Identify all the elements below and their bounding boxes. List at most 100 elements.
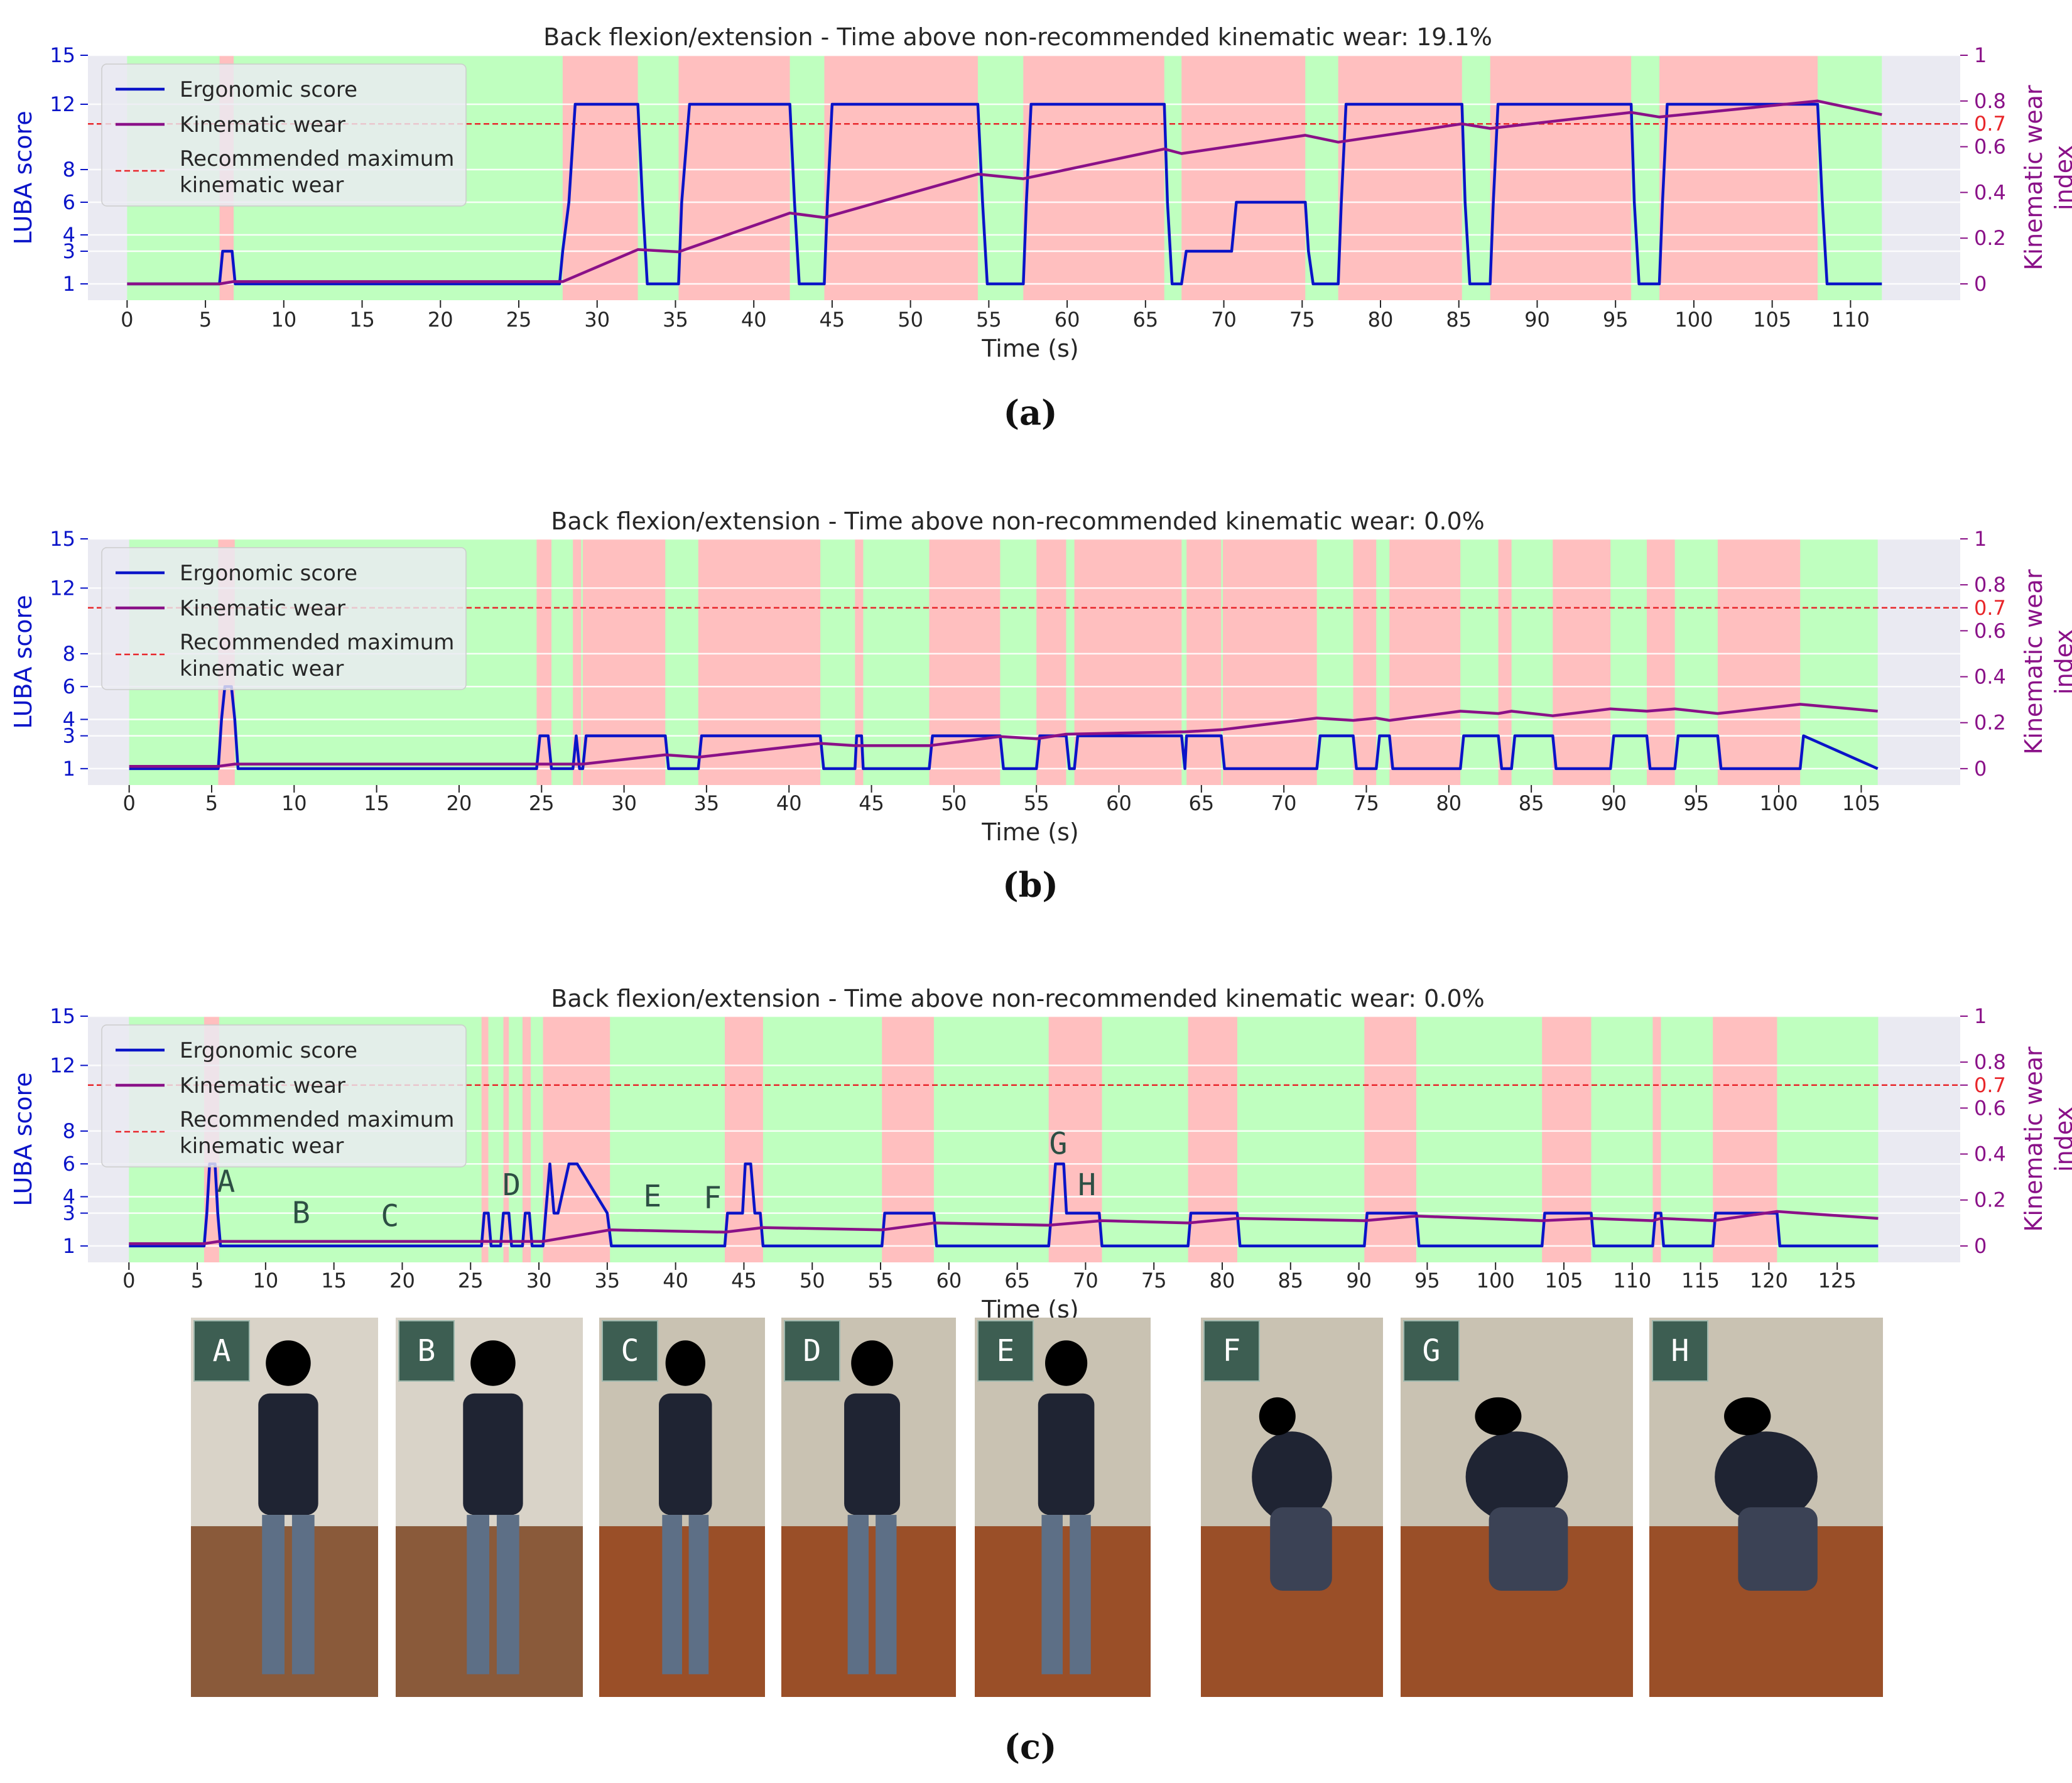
photo-f: F	[1201, 1318, 1383, 1697]
chart-title: Back flexion/extension - Time above non-…	[551, 985, 1484, 1012]
legend-entry-kinematic: Kinematic wear	[180, 596, 345, 621]
x-tick-label: 40	[776, 791, 802, 815]
x-tick-label: 75	[1353, 791, 1379, 815]
unsafe-zone	[1222, 539, 1317, 785]
y-right-tick-label: 0.6	[1974, 135, 2006, 159]
photo-label: E	[977, 1320, 1034, 1382]
y-right-tick-label: 0.7	[1974, 112, 2006, 136]
x-tick-label: 15	[349, 308, 375, 332]
x-tick-label: 5	[199, 308, 212, 332]
x-tick-label: 85	[1519, 791, 1544, 815]
annotation-label: C	[381, 1199, 399, 1234]
x-tick-label: 45	[820, 308, 845, 332]
y-left-tick-label: 12	[50, 576, 75, 600]
x-tick-label: 50	[898, 308, 923, 332]
legend: Ergonomic score Kinematic wear Recommended…	[101, 1024, 467, 1168]
y-right-axis-label: Kinematic wear index	[2020, 1046, 2072, 1232]
x-tick-label: 20	[428, 308, 453, 332]
photo-h: H	[1649, 1318, 1883, 1697]
x-tick-label: 30	[611, 791, 637, 815]
y-left-tick-label: 8	[63, 158, 75, 182]
unsafe-zone	[536, 539, 552, 785]
unsafe-zone	[882, 1016, 934, 1262]
y-right-tick-label: 0.8	[1974, 89, 2006, 113]
ergonomic-score-line	[129, 1162, 1879, 1248]
x-tick-label: 35	[694, 791, 720, 815]
x-tick-label: 25	[506, 308, 532, 332]
unsafe-zone	[1074, 539, 1182, 785]
unsafe-zone	[1181, 55, 1306, 300]
unsafe-zone	[1553, 539, 1611, 785]
y-right-axis-label: Kinematic wear index	[2020, 569, 2072, 754]
annotation-label: G	[1049, 1127, 1067, 1162]
photo-a: A	[191, 1318, 378, 1697]
x-tick-label: 70	[1211, 308, 1237, 332]
x-tick-label: 75	[1289, 308, 1315, 332]
chart-panel-2: Back flexion/extension - Time above non-…	[9, 507, 2072, 905]
x-tick-label: 75	[1141, 1269, 1167, 1293]
x-tick-label: 25	[529, 791, 555, 815]
panel-caption: (b)	[1002, 865, 1058, 905]
x-tick-label: 10	[253, 1269, 279, 1293]
unsafe-zone	[1353, 539, 1377, 785]
x-tick-label: 35	[594, 1269, 620, 1293]
y-right-tick-label: 0.2	[1974, 1188, 2006, 1212]
unsafe-zone	[582, 539, 666, 785]
y-left-tick-label: 6	[63, 675, 75, 698]
annotation-label: E	[643, 1179, 661, 1214]
x-tick-label: 100	[1674, 308, 1713, 332]
x-tick-label: 105	[1842, 791, 1880, 815]
unsafe-zone	[1498, 539, 1512, 785]
unsafe-zone	[1338, 55, 1462, 300]
unsafe-zone	[1364, 1016, 1416, 1262]
y-left-tick-label: 3	[63, 239, 75, 263]
unsafe-zone	[724, 1016, 763, 1262]
x-tick-label: 30	[526, 1269, 552, 1293]
y-left-tick-label: 1	[63, 272, 75, 296]
x-tick-label: 65	[1188, 791, 1214, 815]
annotation-label: B	[292, 1195, 310, 1230]
annotation-label: A	[217, 1164, 235, 1200]
unsafe-zone	[824, 55, 978, 300]
photo-label: G	[1403, 1320, 1460, 1382]
legend-entry-kinematic: Kinematic wear	[180, 1073, 345, 1098]
unsafe-zone	[1542, 1016, 1592, 1262]
photo-label: H	[1652, 1320, 1708, 1382]
y-left-tick-label: 15	[50, 43, 75, 67]
unsafe-zone	[698, 539, 821, 785]
y-left-tick-label: 15	[50, 1004, 75, 1028]
y-left-axis-label: LUBA score	[9, 111, 37, 244]
unsafe-zone	[481, 1016, 489, 1262]
y-left-axis-label: LUBA score	[9, 595, 37, 729]
y-left-tick-label: 15	[50, 527, 75, 551]
x-tick-label: 60	[936, 1269, 962, 1293]
y-left-tick-label: 1	[63, 757, 75, 781]
y-left-tick-label: 4	[63, 223, 75, 247]
unsafe-zone	[573, 539, 582, 785]
y-right-tick-label: 0.6	[1974, 619, 2006, 642]
x-tick-label: 55	[868, 1269, 894, 1293]
x-tick-label: 85	[1446, 308, 1472, 332]
photo-label: D	[784, 1320, 840, 1382]
legend-box	[101, 1024, 467, 1168]
ergonomic-score-line	[127, 102, 1882, 286]
y-right-axis-label: Kinematic wear index	[2020, 85, 2072, 270]
legend-entry-ergonomic: Ergonomic score	[180, 1038, 357, 1063]
x-tick-label: 120	[1750, 1269, 1788, 1293]
y-left-tick-label: 4	[63, 707, 75, 731]
x-tick-label: 35	[663, 308, 688, 332]
y-right-tick-label: 0.8	[1974, 1050, 2006, 1074]
unsafe-zone	[1652, 1016, 1661, 1262]
x-tick-label: 60	[1106, 791, 1132, 815]
y-right-tick-label: 0.2	[1974, 711, 2006, 735]
kinematic-wear-line	[129, 1210, 1879, 1245]
chart-title: Back flexion/extension - Time above non-…	[543, 23, 1492, 51]
unsafe-zone	[1490, 55, 1632, 300]
x-tick-label: 115	[1681, 1269, 1720, 1293]
x-tick-label: 20	[447, 791, 472, 815]
x-tick-label: 40	[741, 308, 767, 332]
y-right-tick-label: 0.4	[1974, 1142, 2006, 1166]
y-left-tick-label: 1	[63, 1234, 75, 1258]
x-axis-label: Time (s)	[981, 818, 1079, 846]
x-tick-label: 100	[1760, 791, 1798, 815]
